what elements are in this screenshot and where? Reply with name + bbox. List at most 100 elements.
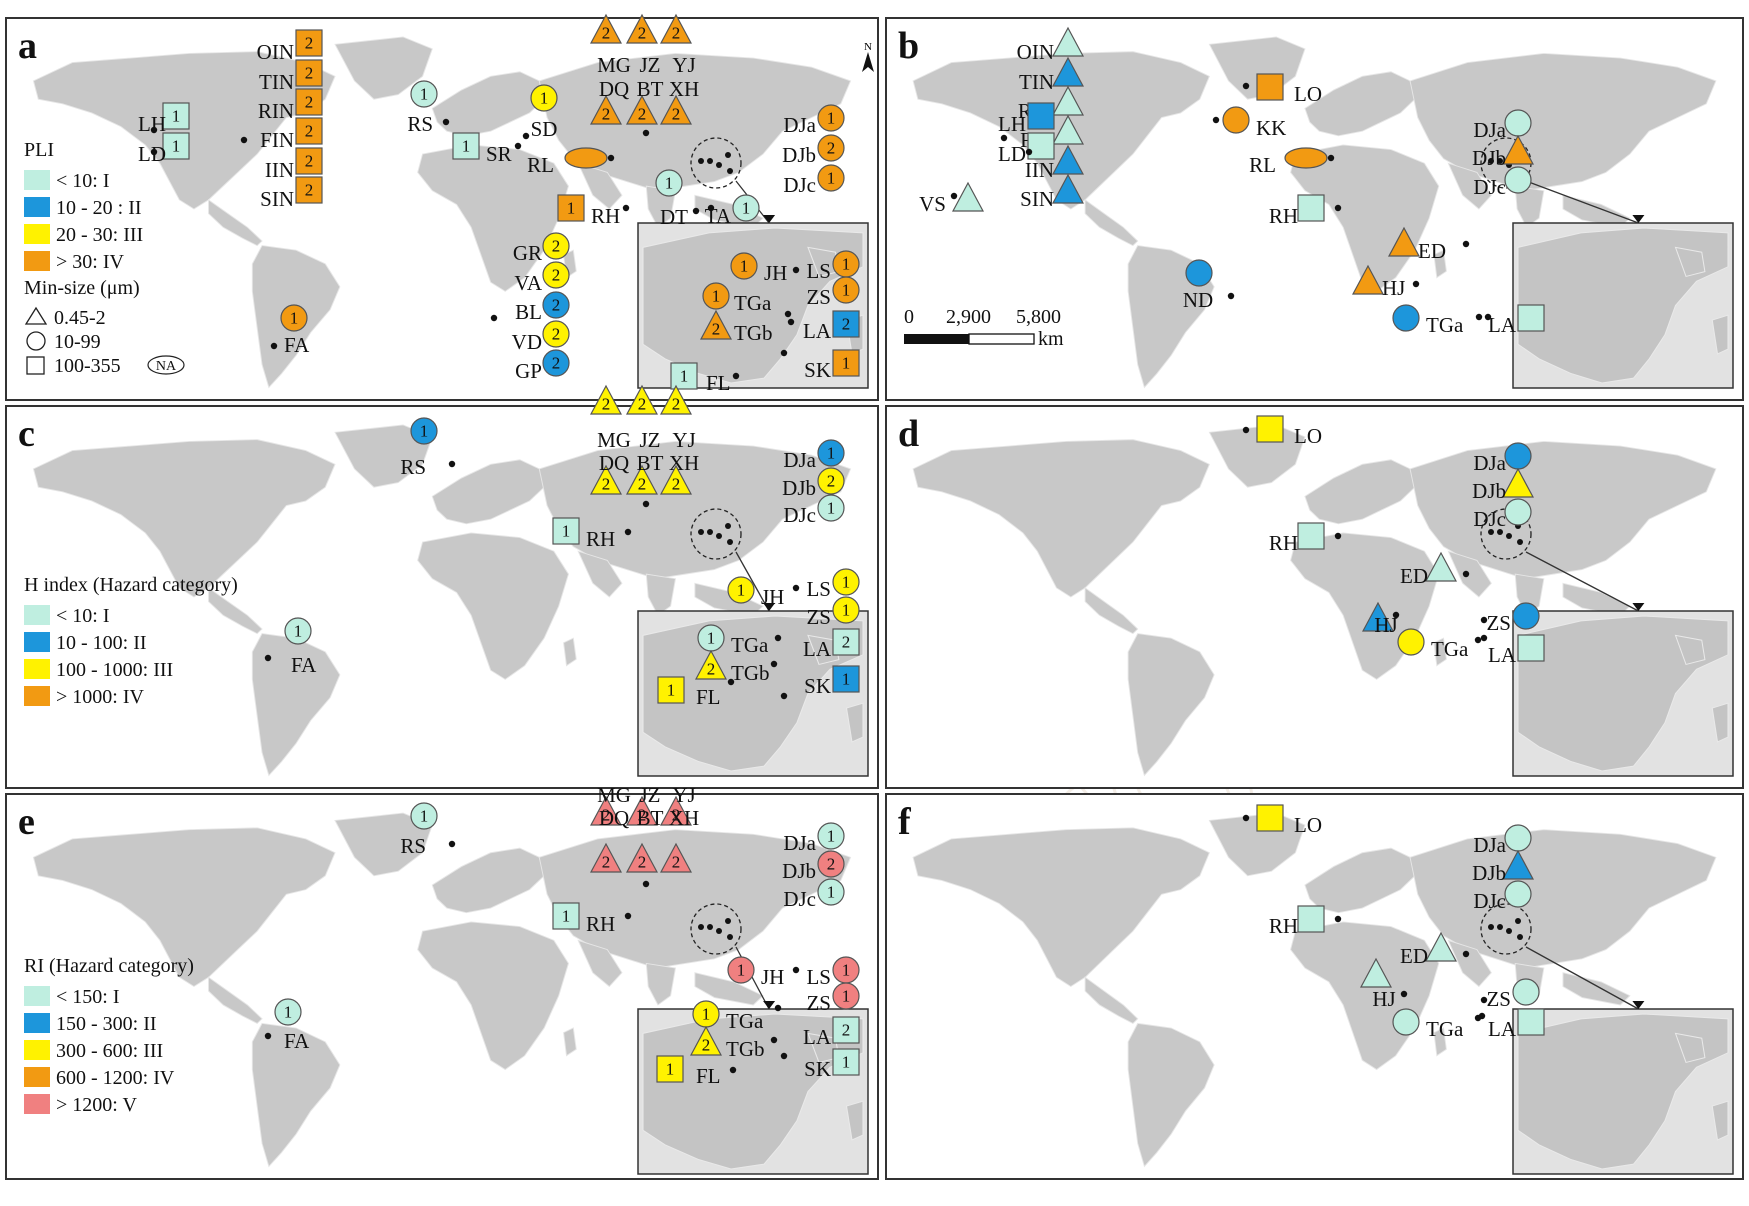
triangle-marker — [659, 464, 693, 495]
square-marker — [1027, 102, 1055, 130]
site-label: BT — [637, 77, 664, 101]
legend-label: 20 - 30: III — [56, 224, 143, 246]
site-MG: 2MG — [589, 783, 631, 826]
site-label: JH — [761, 965, 784, 989]
marker-value: 2 — [712, 320, 721, 339]
triangle-marker — [1501, 849, 1535, 880]
circle-marker — [1397, 628, 1425, 656]
site-ZS: 1 ZS — [806, 276, 860, 309]
site-SR: 1 SR — [452, 132, 522, 166]
site-YJ: 2 YJ — [659, 384, 696, 452]
site-dot — [1474, 1014, 1482, 1022]
site-label: MG — [597, 783, 631, 807]
marker-value: 2 — [672, 24, 681, 43]
site-label: DJa — [1473, 118, 1506, 142]
legend-swatch — [24, 986, 50, 1006]
site-dot — [1000, 134, 1008, 142]
site-TGa: TGa — [1392, 1008, 1486, 1041]
circle-marker — [817, 878, 845, 906]
site-TGb: 2 TGb — [694, 649, 778, 685]
leader-arrow — [763, 215, 776, 223]
site-label: SIN — [260, 187, 294, 211]
site-DJc: 1 DJc — [783, 164, 845, 197]
triangle-marker — [1501, 134, 1535, 165]
marker-value: 2 — [672, 806, 681, 825]
marker-value: 1 — [712, 287, 721, 306]
site-label: FIN — [260, 128, 294, 152]
legend-swatch — [24, 1013, 50, 1033]
site-LO: LO — [1242, 73, 1322, 106]
marker-value: 1 — [742, 199, 751, 218]
site-BT: 2 BT — [625, 77, 664, 125]
site-label: ZS — [806, 285, 831, 309]
site-label: DQ — [599, 77, 629, 101]
site-SIN: SIN — [1020, 173, 1085, 211]
panel-letter: f — [898, 801, 912, 843]
site-DJa: 1 DJa — [783, 104, 845, 137]
site-TIN: 2 TIN — [259, 59, 323, 94]
site-DJc: 1 DJc — [783, 494, 845, 527]
site-TGa: TGa — [1392, 304, 1483, 337]
marker-value: 2 — [842, 1021, 851, 1040]
site-MG: 2MG — [589, 384, 631, 452]
site-label: RS — [407, 112, 433, 136]
square-marker — [295, 176, 323, 204]
site-label: ZS — [1486, 987, 1511, 1011]
triangle-marker — [1051, 114, 1085, 145]
site-LD: LD — [998, 132, 1055, 166]
legend-label: 100 - 1000: III — [56, 659, 173, 681]
site-LS: 1 LS — [806, 250, 860, 283]
marker-value: 1 — [540, 89, 549, 108]
study-area-circle — [690, 137, 742, 189]
legend-swatch — [24, 197, 50, 217]
site-RS: 1 RS — [400, 802, 456, 858]
marker-value: 1 — [680, 367, 689, 386]
circle-marker — [1504, 442, 1532, 470]
marker-value: 1 — [842, 281, 851, 300]
marker-value: 2 — [602, 853, 611, 872]
site-LA: 2 LA — [803, 1016, 860, 1049]
site-DJc: DJc — [1473, 880, 1532, 913]
marker-value: 2 — [672, 105, 681, 124]
site-dot — [1242, 814, 1250, 822]
marker-value: 2 — [552, 237, 561, 256]
marker-value: 2 — [602, 105, 611, 124]
marker-value: 2 — [552, 354, 561, 373]
marker-value: 2 — [602, 24, 611, 43]
triangle-marker — [1501, 467, 1535, 498]
site-dot — [732, 372, 740, 380]
site-label: TGa — [726, 1009, 764, 1033]
site-dot — [514, 142, 522, 150]
circle-marker — [730, 252, 758, 280]
marker-value: 1 — [562, 522, 571, 541]
site-LH: 1LH — [138, 102, 190, 136]
site-DJb: 2 DJb — [782, 467, 845, 500]
site-label: JZ — [640, 783, 661, 807]
marker-value: 1 — [284, 1003, 293, 1022]
site-FL: 1 FL — [670, 362, 740, 395]
marker-value: 1 — [666, 1060, 675, 1079]
site-dot — [1480, 616, 1488, 624]
marker-value: 1 — [665, 174, 674, 193]
study-area-circle — [690, 903, 742, 955]
site-label: HJ — [1374, 613, 1397, 637]
legend-label: 300 - 600: III — [56, 1040, 163, 1062]
marker-value: 2 — [305, 93, 314, 112]
circle-marker — [1504, 498, 1532, 526]
site-TGb: 2 TGb — [699, 309, 795, 345]
site-dot — [792, 584, 800, 592]
map-panel-e: e RI (Hazard category) < 150: I 150 - 300: … — [5, 783, 879, 1180]
circle-marker — [817, 850, 845, 878]
site-LS: 1 LS — [806, 956, 860, 989]
triangle-marker — [1424, 551, 1458, 582]
inset-leader-line — [1525, 180, 1639, 224]
square-marker — [295, 117, 323, 145]
site-label: TGa — [731, 633, 769, 657]
circle-marker — [832, 568, 860, 596]
marker-value: 1 — [707, 629, 716, 648]
circle-marker — [817, 439, 845, 467]
site-label: FL — [706, 371, 731, 395]
marker-value: 2 — [842, 315, 851, 334]
site-DJb: DJb — [1472, 134, 1535, 170]
